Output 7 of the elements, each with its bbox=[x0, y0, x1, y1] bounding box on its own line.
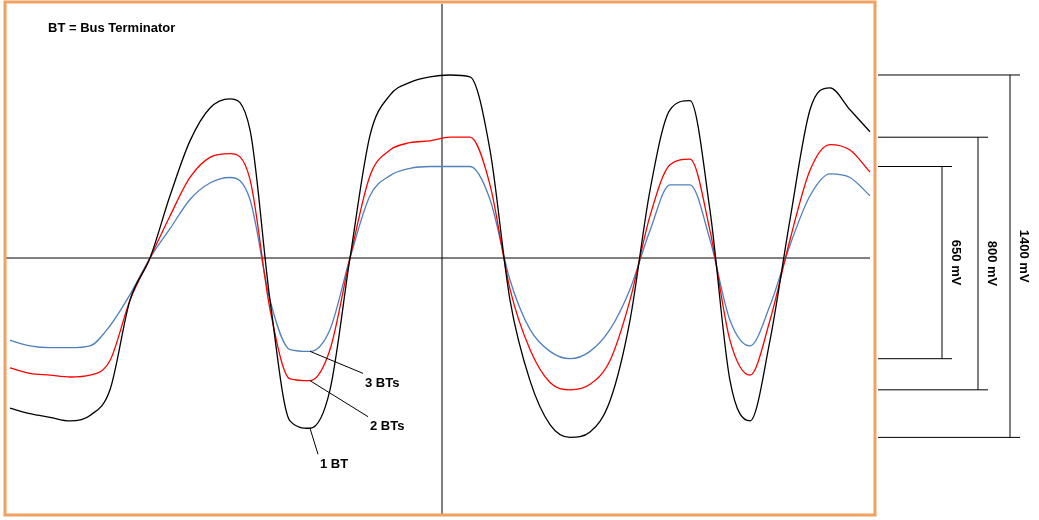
text: 800 mV bbox=[985, 240, 1001, 287]
legend-label: 1 BT bbox=[320, 455, 349, 471]
text: 650 mV bbox=[949, 239, 965, 286]
text: 2 BTs bbox=[370, 418, 405, 434]
text: BT = Bus Terminator bbox=[48, 19, 176, 35]
text: 3 BTs bbox=[365, 374, 400, 390]
text: 1400 mV bbox=[1017, 229, 1033, 283]
